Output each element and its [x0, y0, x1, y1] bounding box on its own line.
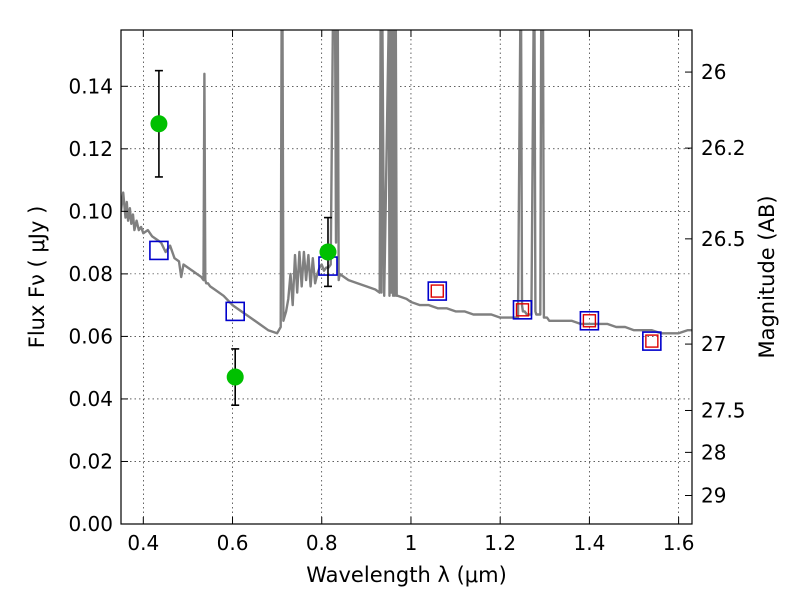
x-tick-label: 0.4 — [127, 531, 159, 555]
observed-nir-point — [582, 314, 597, 328]
model-photometry-point — [225, 301, 245, 322]
x-axis: 0.4 0.6 0.8 1 1.2 1.4 1.6 — [127, 30, 695, 555]
observed-nir-point — [645, 334, 659, 348]
y-axis-label: Flux Fν ( μJy ) — [25, 206, 49, 349]
y2-tick-label: 28 — [701, 440, 726, 464]
observed-point — [319, 243, 337, 261]
x-axis-label: Wavelength λ (μm) — [306, 563, 507, 587]
y-tick-label: 0.04 — [68, 387, 113, 411]
plot-area — [121, 30, 692, 406]
y2-axis-label: Magnitude (AB) — [755, 195, 779, 358]
y2-tick-label: 26 — [701, 60, 726, 84]
x-tick-label: 1.4 — [573, 531, 605, 555]
y-tick-label: 0.06 — [68, 324, 113, 348]
y-tick-label: 0.02 — [68, 449, 113, 473]
observed-point — [226, 368, 244, 386]
y-tick-label: 0.10 — [68, 199, 113, 223]
model-photometry-point — [512, 300, 533, 320]
observed-point — [150, 115, 168, 133]
x-tick-label: 1 — [405, 531, 418, 555]
grid — [121, 30, 692, 525]
y2-axis: 26 26.2 26.5 27 27.5 28 29 — [685, 60, 746, 507]
y-tick-label: 0.12 — [68, 137, 113, 161]
observed-nir-point — [430, 284, 444, 298]
model-photometry-point — [579, 310, 600, 331]
y2-tick-label: 26.2 — [701, 136, 746, 160]
model-photometry-point — [149, 240, 169, 261]
model-photometry-point — [427, 281, 448, 301]
y2-tick-label: 29 — [701, 483, 726, 507]
plot-frame — [120, 29, 693, 525]
y2-tick-label: 27 — [701, 332, 726, 356]
y-tick-label: 0.14 — [68, 74, 113, 98]
x-tick-label: 0.8 — [306, 531, 338, 555]
x-tick-label: 0.6 — [217, 531, 249, 555]
model-photometry-point — [642, 331, 662, 351]
x-tick-label: 1.6 — [663, 531, 695, 555]
observed-nir-point — [515, 303, 530, 317]
y2-tick-label: 27.5 — [701, 398, 746, 422]
y-tick-label: 0.08 — [68, 262, 113, 286]
model-spectrum-line — [121, 30, 692, 335]
y2-tick-label: 26.5 — [701, 227, 746, 251]
y-axis: 0.00 0.02 0.04 0.06 0.08 0.10 0.12 0.14 — [68, 74, 128, 536]
x-tick-label: 1.2 — [484, 531, 516, 555]
y-tick-label: 0.00 — [68, 512, 113, 536]
